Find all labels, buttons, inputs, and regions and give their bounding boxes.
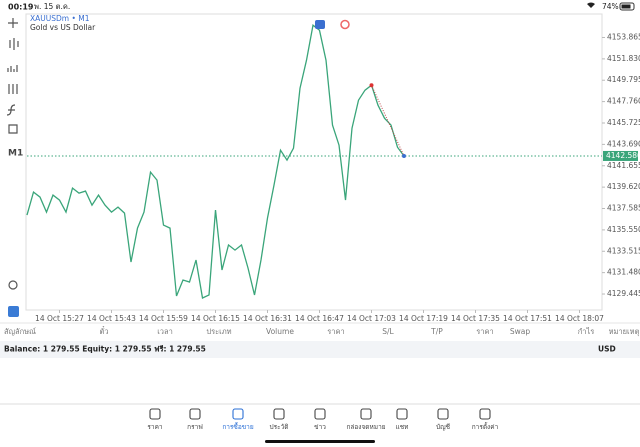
x-tick-label: 14 Oct 16:15 (191, 314, 240, 323)
trade-trail (371, 85, 405, 157)
tab-icon[interactable] (479, 408, 491, 420)
column-header: หมายเหตุ (609, 327, 640, 336)
trade-entry (369, 83, 374, 88)
status-time: 00:19 (8, 3, 34, 12)
home-indicator (265, 440, 375, 443)
account-row (0, 341, 640, 358)
chart-subtitle: Gold vs US Dollar (30, 23, 96, 32)
table-header: สัญลักษณ์ ตั๋ว เวลา ประเภท Volume ราคา S/L T/P ร… (4, 326, 640, 336)
y-tick-label: 4133.515 (607, 246, 640, 255)
battery-fill (621, 4, 631, 9)
trade-current (402, 153, 406, 158)
column-header: ประเภท (206, 327, 231, 336)
x-tick-label: 14 Oct 18:07 (555, 314, 604, 323)
column-header: เวลา (157, 327, 173, 336)
current-price-box (603, 150, 638, 161)
tab-label[interactable]: กราฟ (187, 423, 203, 431)
wifi-icon (587, 2, 595, 8)
column-header: กำไร (578, 327, 595, 336)
candles-tool[interactable] (9, 38, 19, 50)
y-tick-label: 4147.760 (607, 97, 640, 106)
y-tick-label: 4137.585 (607, 204, 640, 213)
tab-icon[interactable] (232, 408, 244, 420)
indicators-tool[interactable] (8, 84, 18, 94)
tab-icon[interactable] (396, 408, 408, 420)
x-tick-label: 14 Oct 17:51 (503, 314, 552, 323)
tab-label[interactable]: กล่องจดหมาย (346, 423, 385, 431)
tab-icon[interactable] (360, 408, 372, 420)
objects-tool[interactable] (8, 124, 18, 134)
x-tick-label: 14 Oct 15:43 (87, 314, 136, 323)
x-tick-label: 14 Oct 17:35 (451, 314, 500, 323)
left-toolbar (6, 18, 19, 290)
trade-button[interactable] (8, 306, 19, 317)
x-tick-label: 14 Oct 17:03 (347, 314, 396, 323)
column-header: สัญลักษณ์ (4, 327, 36, 336)
tab-label[interactable]: บัญชี (436, 423, 451, 431)
column-header: T/P (430, 327, 443, 336)
volume-tool[interactable] (7, 65, 18, 72)
chart-badge[interactable] (315, 20, 325, 29)
chart: XAUUSDm • M1 Gold vs US Dollar 4129.445 4… (26, 14, 640, 323)
column-header: ตั๋ว (99, 326, 108, 336)
tab-label[interactable]: ราคา (147, 423, 162, 431)
crosshair-tool[interactable] (8, 18, 18, 28)
y-tick-label: 4135.550 (607, 225, 640, 234)
chart-frame (25, 13, 603, 311)
column-header: Swap (510, 327, 530, 336)
tab-label[interactable]: แชท (396, 423, 409, 431)
function-tool[interactable] (6, 104, 16, 116)
price-line (26, 24, 405, 299)
x-tick-label: 14 Oct 16:31 (243, 314, 292, 323)
y-tick-label: 4153.865 (607, 32, 640, 41)
column-header: ราคา (327, 327, 344, 336)
account-summary: Balance: 1 279.55 Equity: 1 279.55 ฟรี: … (4, 345, 206, 354)
tab-icon[interactable] (437, 408, 449, 420)
tab-label[interactable]: การตั้งค่า (472, 422, 499, 431)
column-header: S/L (382, 327, 394, 336)
y-tick-label: 4141.655 (607, 161, 640, 170)
timeframe-button[interactable]: M1 (8, 149, 23, 159)
x-tick-label: 14 Oct 15:27 (35, 314, 84, 323)
tab-bar: ราคา กราฟ การซื้อขาย ประวัติ ข่าว กล่องจดหมาย… (147, 408, 499, 431)
tab-label[interactable]: ข่าว (314, 423, 326, 431)
account-currency: USD (598, 345, 616, 354)
y-tick-label: 4151.830 (607, 54, 640, 63)
y-tick-label: 4149.795 (607, 75, 640, 84)
x-tick-label: 14 Oct 17:19 (399, 314, 448, 323)
y-tick-label: 4131.480 (607, 268, 640, 277)
tab-icon[interactable] (314, 408, 326, 420)
tab-icon[interactable] (189, 408, 201, 420)
battery-level: 74% (602, 2, 619, 11)
column-header: ราคา (476, 327, 493, 336)
tab-icon[interactable] (273, 408, 285, 420)
y-tick-label: 4139.620 (607, 182, 640, 191)
y-tick-label: 4145.725 (607, 118, 640, 127)
current-price-label: 4142.586 (606, 151, 640, 160)
x-tick-label: 14 Oct 16:47 (295, 314, 344, 323)
y-tick-label: 4129.445 (607, 289, 640, 298)
tab-icon[interactable] (149, 408, 161, 420)
y-tick-label: 4143.690 (607, 139, 640, 148)
status-date: พ. 15 ต.ค. (34, 2, 70, 11)
tab-label[interactable]: การซื้อขาย (222, 422, 253, 431)
tab-label[interactable]: ประวัติ (270, 423, 289, 431)
chart-title: XAUUSDm • M1 (30, 14, 90, 23)
zoom-tool[interactable] (8, 280, 18, 290)
column-header: Volume (266, 327, 294, 336)
chart-badge-2[interactable] (340, 19, 350, 30)
x-tick-label: 14 Oct 15:59 (139, 314, 188, 323)
battery-icon (619, 2, 635, 11)
